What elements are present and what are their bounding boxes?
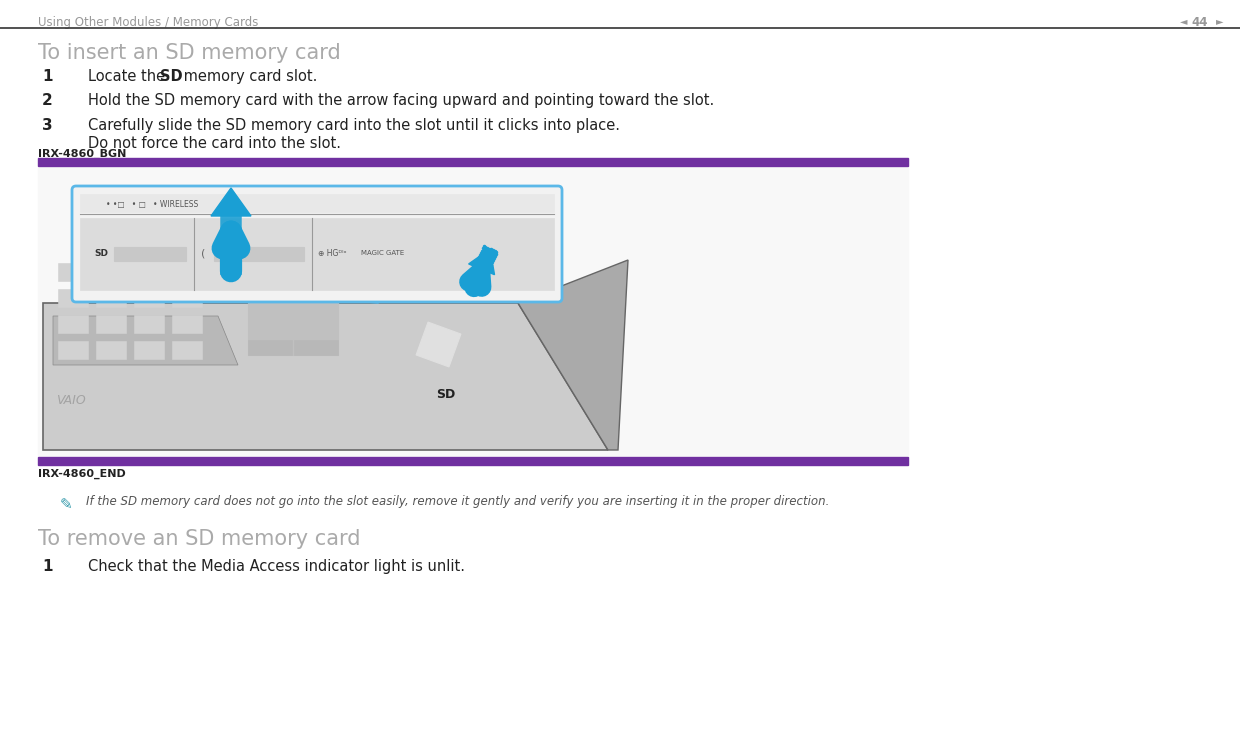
Text: Hold the SD memory card with the arrow facing upward and pointing toward the slo: Hold the SD memory card with the arrow f… [88,93,714,108]
Text: 1: 1 [42,69,52,84]
Text: Carefully slide the SD memory card into the slot until it clicks into place.: Carefully slide the SD memory card into … [88,118,620,133]
Bar [81,218,554,290]
Text: SD: SD [436,388,455,401]
Bar [294,340,339,355]
Polygon shape [518,260,627,450]
Bar [38,158,908,166]
Text: (: ( [201,249,206,259]
Bar [95,341,126,359]
Text: To remove an SD memory card: To remove an SD memory card [38,529,361,549]
Bar [510,243,525,255]
Text: IRX-4860_END: IRX-4860_END [38,469,125,480]
Bar [81,194,554,212]
Bar [134,341,164,359]
Bar [417,322,461,367]
Text: Check that the Media Access indicator light is unlit.: Check that the Media Access indicator li… [88,559,465,574]
Text: memory card slot.: memory card slot. [179,69,317,84]
Polygon shape [43,303,608,450]
Text: ◄: ◄ [1180,16,1188,26]
Bar [172,263,202,281]
Bar [58,263,88,281]
Bar [95,315,126,333]
Text: 2: 2 [42,93,53,108]
Text: ►: ► [1216,16,1224,26]
Bar [172,289,202,307]
Text: IRX-4860_BGN: IRX-4860_BGN [38,149,126,159]
Text: • •□   • □   • WIRELESS: • •□ • □ • WIRELESS [105,201,198,209]
Text: MAGIC GATE: MAGIC GATE [361,250,404,256]
Bar [58,315,88,333]
Bar [172,341,202,359]
Bar [95,263,126,281]
Text: Locate the: Locate the [88,69,170,84]
Text: VAIO: VAIO [56,394,86,406]
Polygon shape [211,188,250,216]
Bar [58,289,88,307]
Text: ⊕ HGᴰᴵᵒ: ⊕ HGᴰᴵᵒ [317,249,351,258]
Bar [134,315,164,333]
Text: 44: 44 [1192,16,1208,29]
Text: 1: 1 [42,559,52,574]
Bar [215,247,304,261]
FancyBboxPatch shape [72,186,562,302]
Polygon shape [53,316,238,365]
Bar [95,289,126,307]
Text: ✎: ✎ [60,497,73,512]
Text: SD: SD [94,249,108,258]
Bar [248,285,339,355]
Bar [134,289,164,307]
Bar [58,341,88,359]
Bar [114,247,186,261]
Text: If the SD memory card does not go into the slot easily, remove it gently and ver: If the SD memory card does not go into t… [86,495,830,508]
Polygon shape [469,249,495,275]
Text: Do not force the card into the slot.: Do not force the card into the slot. [88,136,341,151]
Bar [38,457,908,465]
Bar [134,263,164,281]
Text: 3: 3 [42,118,52,133]
Bar [172,315,202,333]
Text: To insert an SD memory card: To insert an SD memory card [38,43,341,63]
Text: SD: SD [160,69,182,84]
Bar [248,340,291,355]
Text: Using Other Modules / Memory Cards: Using Other Modules / Memory Cards [38,16,258,29]
Bar [38,168,908,455]
